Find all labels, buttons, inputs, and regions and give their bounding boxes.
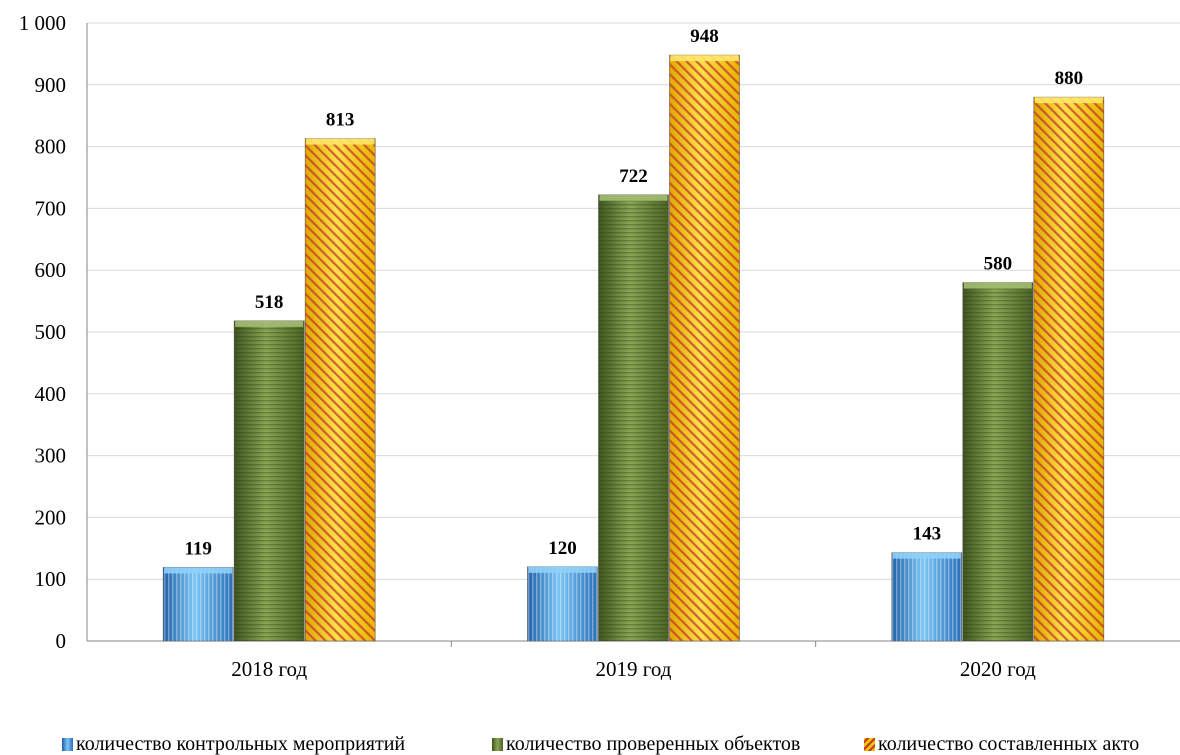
bar [891, 552, 963, 642]
y-tick-label: 400 [35, 382, 67, 406]
y-tick-label: 500 [35, 320, 67, 344]
data-label: 143 [913, 524, 942, 545]
y-tick-label: 300 [35, 444, 67, 468]
bar [962, 282, 1034, 642]
bar [162, 567, 234, 642]
y-tick-label: 600 [35, 258, 67, 282]
legend-swatch-yellow [864, 738, 875, 751]
bar-chart: 0 100 200 300 400 500 600 700 800 900 1 000 2018 го… [19, 11, 1180, 681]
axes: 0 100 200 300 400 500 600 700 800 900 1 000 2018 го… [19, 11, 1180, 681]
data-label: 948 [690, 26, 719, 47]
legend-label: количество проверенных объектов [506, 733, 801, 755]
data-label: 119 [184, 538, 211, 559]
data-label: 120 [548, 538, 577, 559]
legend-item-control-events: количество контрольных мероприятий [62, 733, 405, 755]
bar [233, 320, 305, 642]
y-tick-label: 900 [35, 73, 67, 97]
x-tick-label: 2020 год [960, 657, 1036, 681]
legend-item-acts: количество составленных акто [864, 733, 1139, 755]
legend-swatch-green [492, 738, 503, 751]
data-label: 722 [619, 166, 648, 187]
data-label: 518 [255, 292, 284, 313]
bar [304, 138, 376, 642]
y-tick-label: 0 [56, 629, 67, 653]
y-tick-label: 700 [35, 196, 67, 220]
legend-swatch-blue [62, 738, 73, 751]
bar [669, 54, 740, 642]
legend-label: количество контрольных мероприятий [76, 733, 406, 755]
data-label: 580 [984, 254, 1013, 275]
data-label: 880 [1055, 68, 1084, 89]
legend-item-checked-objects: количество проверенных объектов [492, 733, 800, 755]
legend: количество контрольных мероприятий колич… [0, 733, 1180, 755]
y-tick-label: 200 [35, 505, 67, 529]
x-tick-label: 2019 год [596, 657, 672, 681]
y-tick-label: 100 [35, 567, 67, 591]
x-tick-label: 2018 год [231, 657, 307, 681]
bar [1033, 96, 1105, 642]
legend-label: количество составленных акто [878, 733, 1140, 755]
y-tick-label: 1 000 [19, 11, 66, 35]
y-tick-label: 800 [35, 135, 67, 159]
bar [527, 566, 598, 642]
bars [162, 54, 1105, 642]
data-label: 813 [326, 110, 355, 131]
bar [598, 194, 669, 642]
data-labels: 119 518 813 120 722 948 143 580 880 [184, 26, 1083, 559]
